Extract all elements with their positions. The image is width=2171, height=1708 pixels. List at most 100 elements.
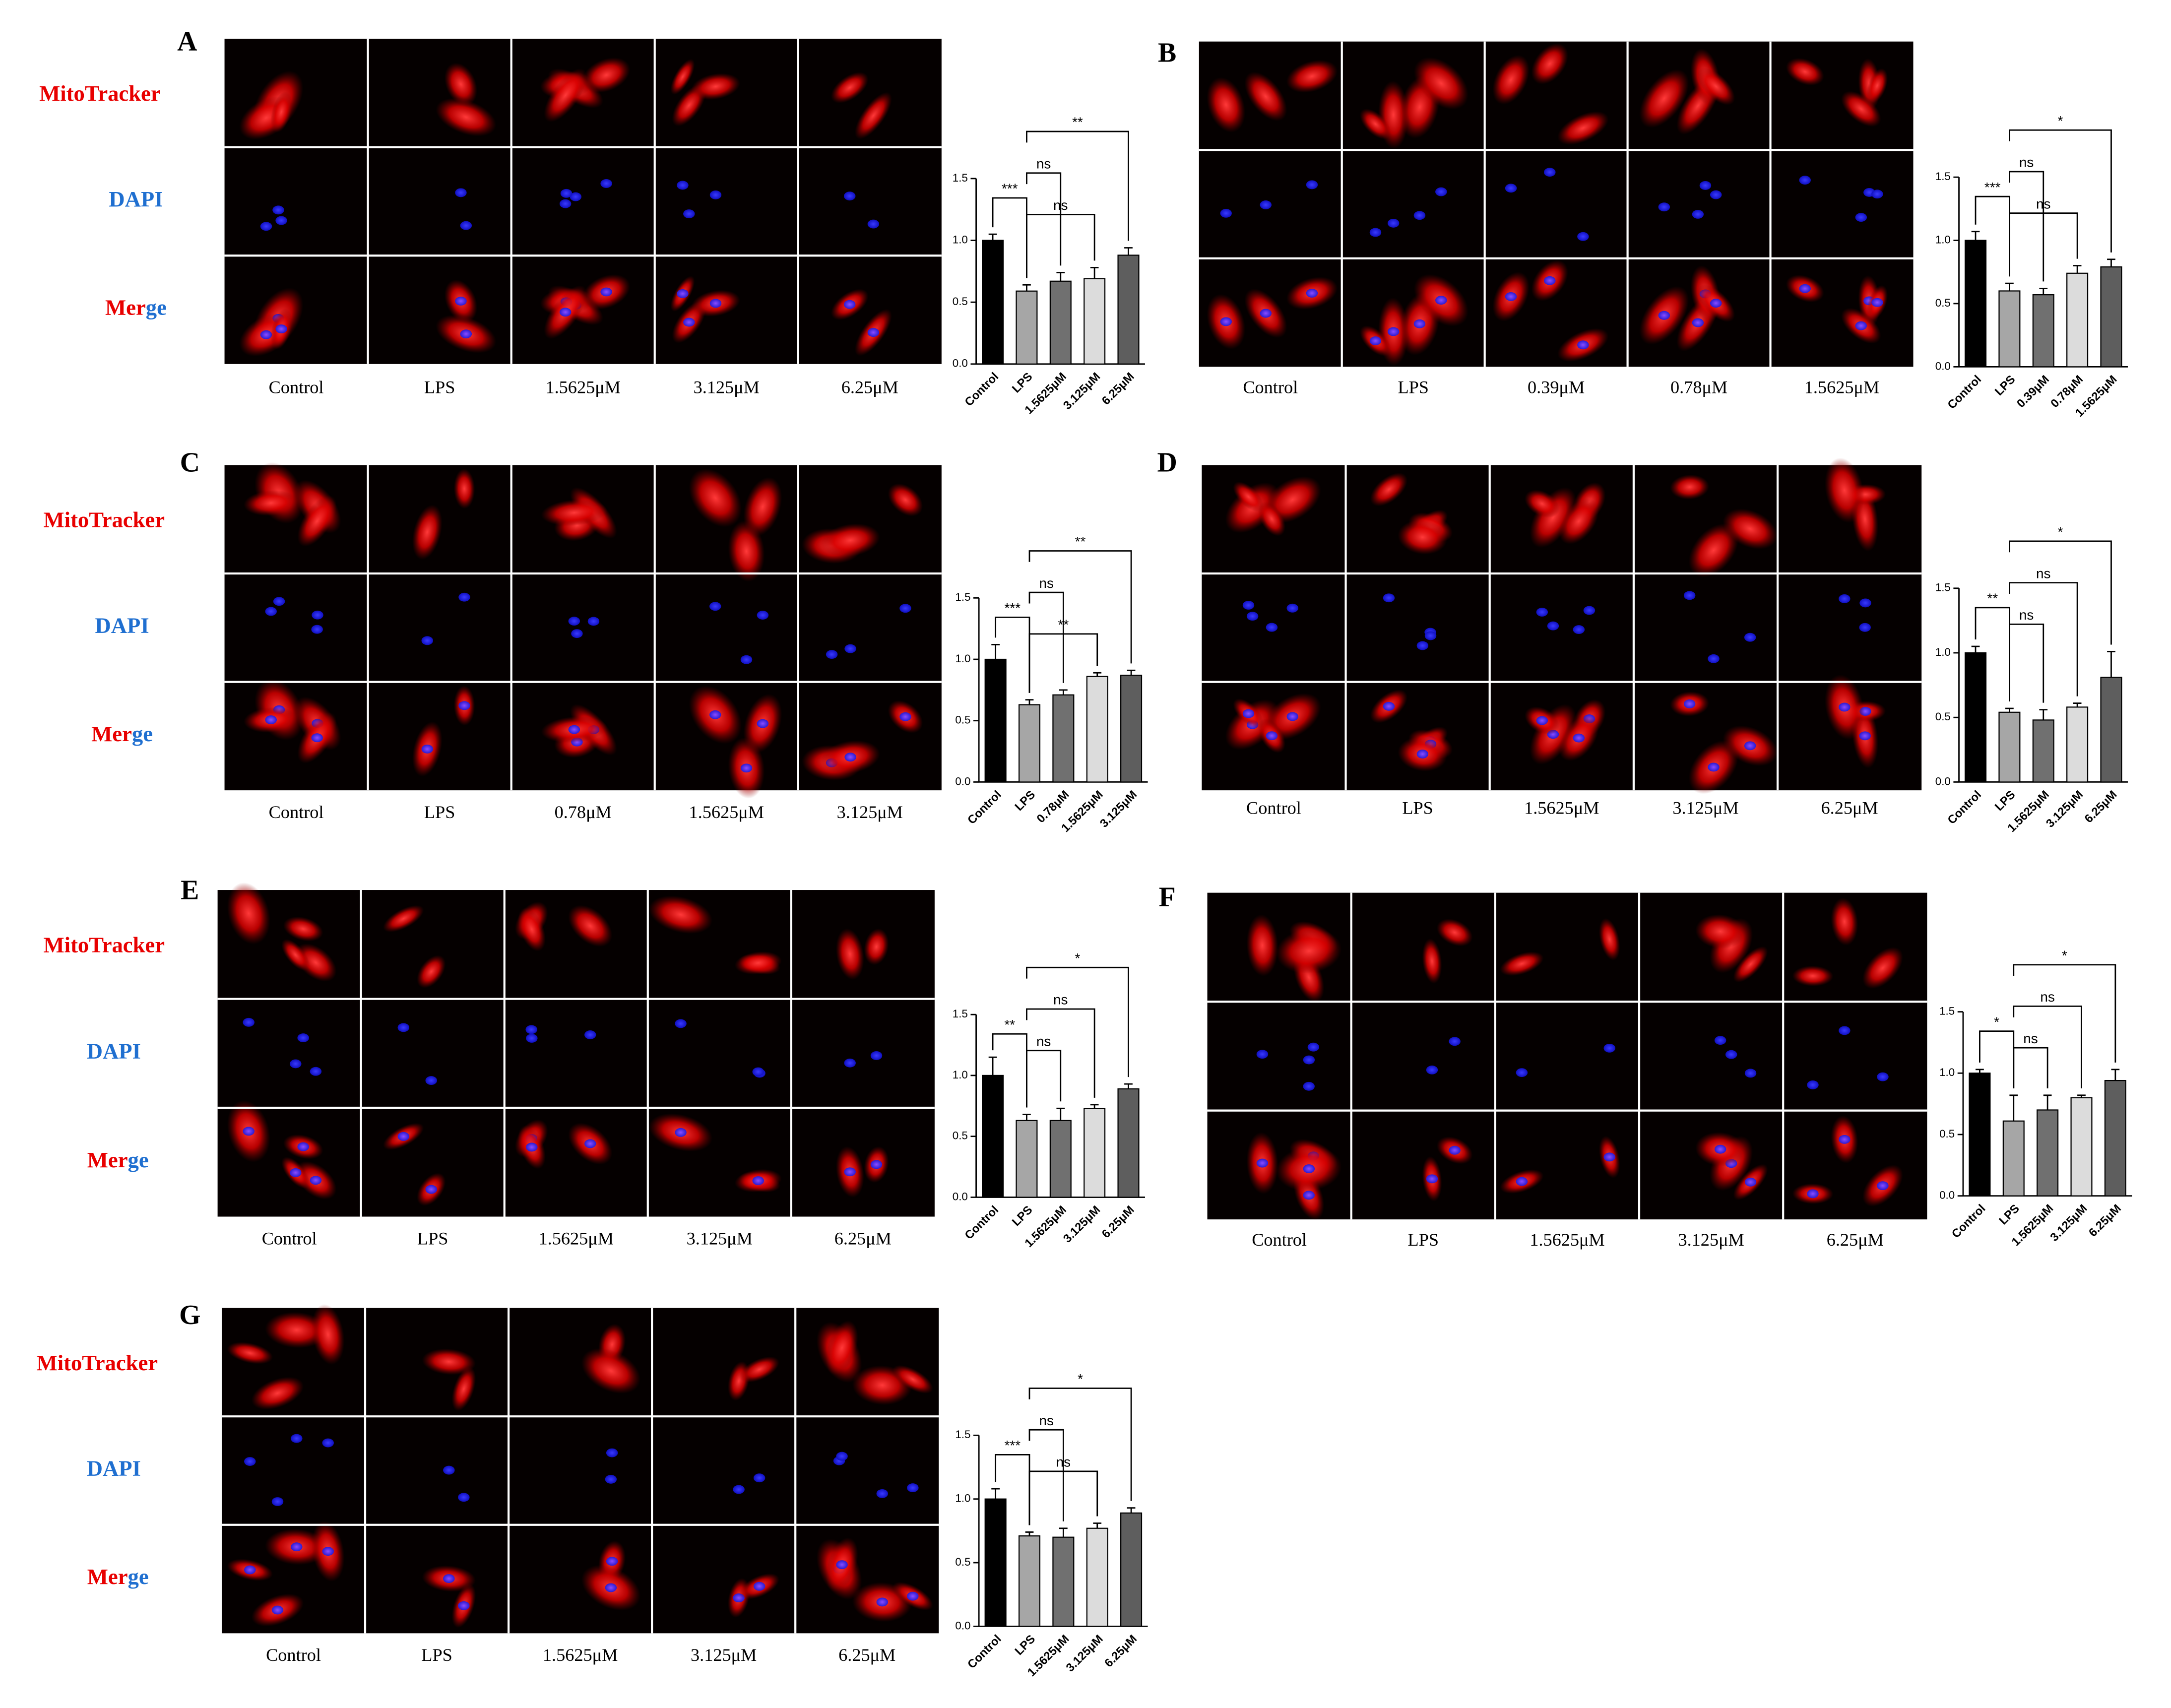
x-tick-label: 6.25μM [1099,370,1137,407]
cell-mitochondria [251,1377,304,1410]
cell-nucleus [870,1160,883,1169]
significance-bracket [995,616,1030,693]
cell-nucleus [310,1176,322,1185]
cell-nucleus [570,192,581,201]
cell-nucleus [291,1434,303,1443]
cell-nucleus [757,719,769,728]
cell-nucleus [244,1457,256,1466]
cell-nucleus [605,1475,617,1484]
cell-mitochondria [227,882,270,945]
cell-mitochondria [1723,508,1778,550]
cell-nucleus [291,1542,303,1552]
cell-nucleus [458,701,470,710]
cell-nucleus [740,763,753,773]
cell-nucleus [683,317,695,327]
error-bar [1093,1522,1102,1528]
cell-nucleus [1286,712,1298,721]
significance-label: ns [1036,156,1051,171]
cell-mitochondria [1525,490,1560,518]
cell-mitochondria [1786,58,1824,86]
cell-nucleus [322,1438,334,1448]
bar [982,240,1004,365]
significance-bracket [992,1033,1027,1108]
bar [2100,266,2122,368]
error-bar [2073,265,2082,273]
condition-label: LPS [1408,1230,1439,1250]
bar [982,1075,1004,1198]
y-tick-label: 1.5 [1935,581,1951,594]
cell-mitochondria [517,907,546,951]
bar [1117,254,1140,365]
cell-nucleus [260,330,272,339]
cell-nucleus [455,188,467,197]
cell-mitochondria [888,483,923,516]
cell-mitochondria [826,1321,858,1375]
cell-nucleus [709,710,721,719]
cell-nucleus [844,1167,856,1177]
bar [1998,711,2021,783]
condition-label: 6.25μM [1821,798,1878,818]
y-tick-label: 1.0 [955,652,970,665]
y-tick-label: 1.0 [1935,233,1951,246]
condition-label: 3.125μM [694,377,760,397]
error-bar [1127,1507,1136,1513]
y-tick-label: 0.0 [955,775,970,787]
cell-nucleus [600,287,612,297]
condition-label: 1.5625μM [1524,798,1599,818]
cell-nucleus [559,308,572,317]
cell-nucleus [1413,319,1426,328]
significance-bracket [995,1454,1030,1525]
bar [1052,1536,1075,1627]
y-tick-label: 1.5 [953,172,968,184]
error-bar [1059,689,1068,695]
cell-nucleus [1839,1135,1851,1144]
cell-nucleus [1256,1050,1269,1059]
cell-nucleus [1426,1174,1438,1184]
x-tick-label: 3.125μM [1061,1203,1103,1246]
x-tick-label: LPS [1010,370,1035,395]
cell-nucleus [709,299,722,308]
error-bar [2005,282,2014,291]
condition-label: 0.39μM [1528,377,1585,397]
cell-nucleus [1573,625,1585,634]
cell-mitochondria [436,98,497,136]
cell-nucleus [1303,1081,1315,1091]
cell-mitochondria [541,499,608,526]
y-tick-label: 0.5 [1939,1128,1955,1140]
cell-mitochondria [1866,68,1888,103]
bar [2100,677,2122,783]
cell-nucleus [1799,176,1811,185]
cell-nucleus [1859,731,1871,741]
cell-mitochondria [1688,523,1739,577]
cell-nucleus [1683,591,1696,600]
bar [1049,1120,1072,1198]
error-bar [1056,271,1065,281]
panel-label: A [177,26,197,57]
cell-mitochondria [821,523,880,557]
cell-nucleus [1266,731,1278,741]
condition-label: Control [1243,377,1298,397]
cell-nucleus [297,1142,309,1151]
cell-nucleus [1839,1026,1851,1035]
x-tick-label: LPS [1992,373,2018,398]
cell-nucleus [458,592,470,602]
condition-label: 1.5625μM [1804,377,1879,397]
cell-nucleus [1710,190,1722,199]
row-label-part: Mer [105,295,146,320]
row-label-part: Mer [87,1147,128,1172]
cell-nucleus [1577,232,1589,241]
condition-label: 6.25μM [841,377,898,397]
condition-label: 3.125μM [837,802,903,822]
error-bar [1127,669,1136,676]
row-label: MitoTracker [44,933,165,957]
condition-label: 1.5625μM [539,1228,614,1248]
cell-mitochondria [1492,55,1530,105]
significance-bracket [1026,172,1062,266]
cell-nucleus [1369,228,1382,237]
cell-nucleus [1306,180,1318,190]
cell-nucleus [1871,298,1883,307]
bar [2070,1097,2093,1197]
cell-mitochondria [1792,965,1834,987]
significance-bracket [1979,1030,2015,1088]
cell-nucleus [1516,1177,1528,1186]
